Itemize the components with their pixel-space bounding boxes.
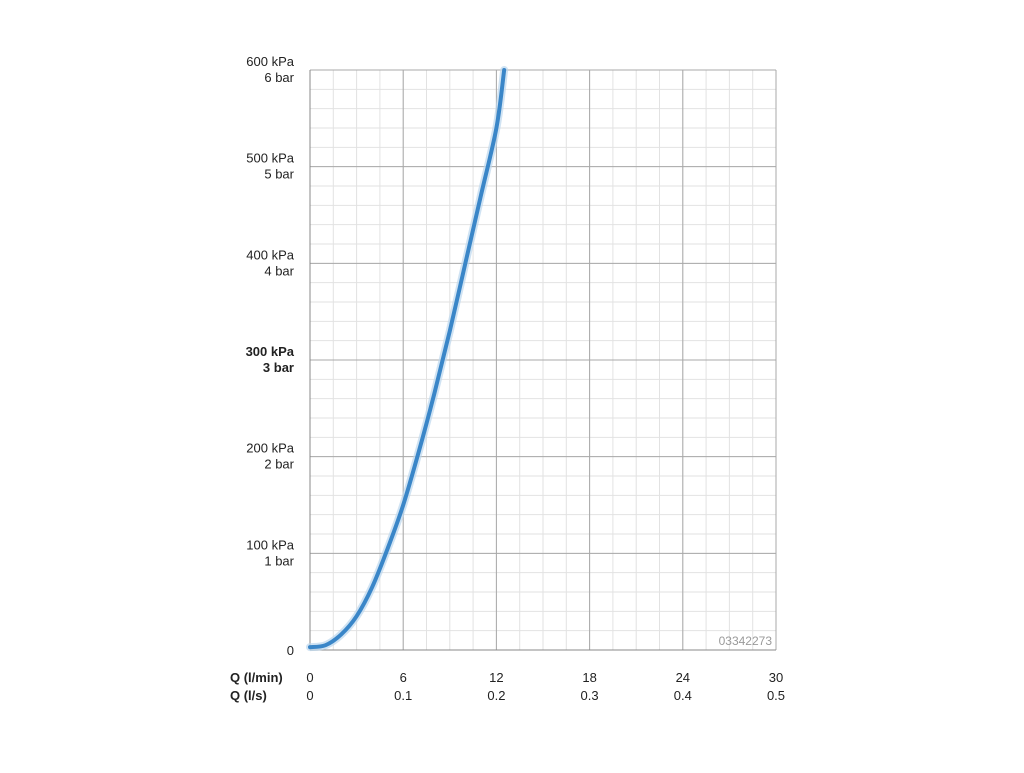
y-tick-label-kpa: 300 kPa (246, 344, 295, 359)
y-tick-label-bar: 5 bar (264, 167, 294, 182)
y-tick-label-bar: 4 bar (264, 263, 294, 278)
y-tick-label-bar: 3 bar (263, 360, 294, 375)
x-tick-label-ls: 0.5 (767, 688, 785, 703)
y-tick-label-kpa: 600 kPa (246, 54, 294, 69)
x-tick-label-lmin: 18 (582, 670, 596, 685)
x-tick-label-lmin: 6 (400, 670, 407, 685)
watermark-code: 03342273 (719, 634, 773, 648)
x-tick-labels: 0 6 12 18 24 30 0 0.1 0.2 0.3 0.4 0.5 (306, 670, 785, 703)
x-tick-label-lmin: 24 (676, 670, 690, 685)
y-tick-label-kpa: 400 kPa (246, 247, 294, 262)
x-tick-label-ls: 0.3 (581, 688, 599, 703)
y-tick-label-bar: 6 bar (264, 70, 294, 85)
grid-major (309, 69, 777, 651)
series-line (308, 68, 507, 650)
x-tick-label-ls: 0 (306, 688, 313, 703)
x-tick-label-lmin: 0 (306, 670, 313, 685)
y-tick-label-kpa: 0 (287, 643, 294, 658)
y-tick-label-kpa: 500 kPa (246, 151, 294, 166)
x-axis-label-secondary: Q (l/s) (230, 688, 267, 703)
y-tick-label-bar: 2 bar (264, 457, 294, 472)
x-tick-label-ls: 0.2 (487, 688, 505, 703)
y-tick-label-bar: 1 bar (264, 553, 294, 568)
x-axis-label-primary: Q (l/min) (230, 670, 283, 685)
y-tick-label-kpa: 200 kPa (246, 441, 294, 456)
x-tick-label-ls: 0.1 (394, 688, 412, 703)
series-line-halo (306, 66, 509, 652)
x-tick-label-ls: 0.4 (674, 688, 692, 703)
series-layer (306, 66, 509, 652)
x-tick-label-lmin: 30 (769, 670, 783, 685)
y-tick-label-kpa: 100 kPa (246, 537, 294, 552)
x-tick-label-lmin: 12 (489, 670, 503, 685)
